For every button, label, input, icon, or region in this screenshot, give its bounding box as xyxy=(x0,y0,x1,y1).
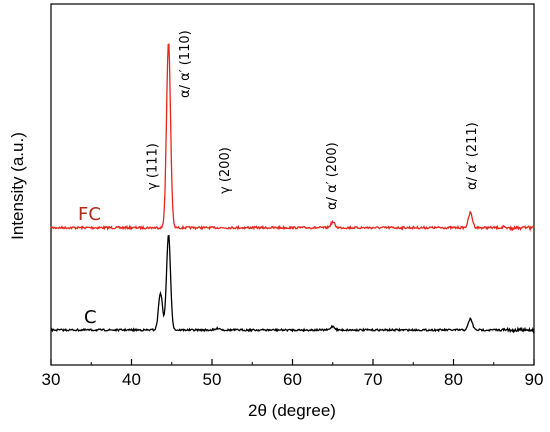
peak-label: γ (111) xyxy=(146,143,161,190)
plot-frame xyxy=(50,3,535,366)
x-tick-label: 90 xyxy=(525,370,544,389)
x-tick-label: 60 xyxy=(283,370,302,389)
series-group xyxy=(50,43,535,334)
series-line-fc xyxy=(50,43,535,233)
peak-label: α/ α′ (211) xyxy=(465,122,480,190)
x-tick-label: 70 xyxy=(364,370,383,389)
series-label-c: C xyxy=(84,307,97,328)
x-tick-label: 80 xyxy=(444,370,463,389)
peak-label: α/ α′ (200) xyxy=(325,142,340,210)
x-tick-label: 50 xyxy=(203,370,222,389)
x-tick-label: 40 xyxy=(122,370,141,389)
x-axis-ticks: 30 40 50 60 70 80 90 xyxy=(42,359,544,389)
x-axis-title: 2θ (degree) xyxy=(248,401,336,420)
y-axis-title: Intensity (a.u.) xyxy=(8,132,27,240)
peak-label: γ (200) xyxy=(218,147,233,194)
series-line-c xyxy=(50,234,535,334)
x-tick-label: 30 xyxy=(42,370,61,389)
series-label-fc: FC xyxy=(78,204,101,225)
peak-label: α/ α′ (110) xyxy=(178,30,193,98)
peak-annotations: γ (111) α/ α′ (110) γ (200) α/ α′ (200) α/ α… xyxy=(146,30,481,210)
